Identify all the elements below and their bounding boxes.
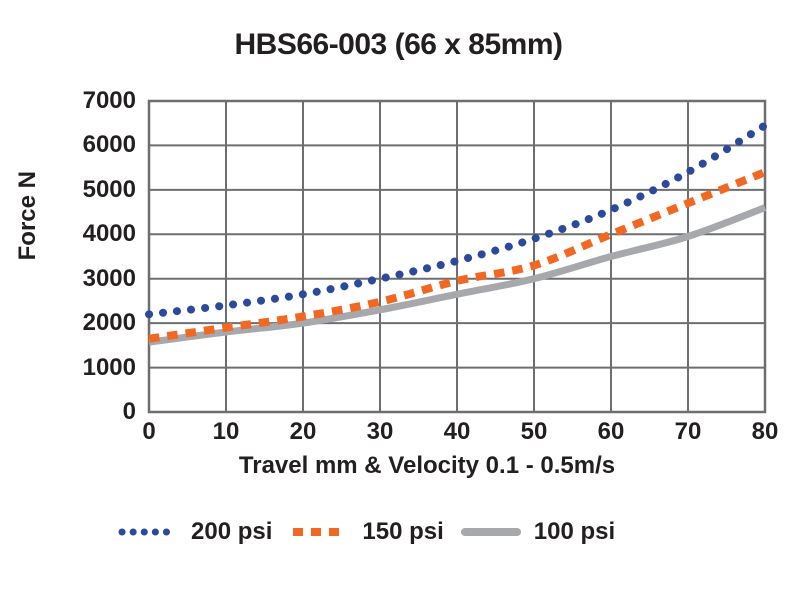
y-tick-label: 5000 [82,175,136,203]
legend-label-100-psi: 100 psi [533,518,616,545]
legend-item-150-psi: 150 psi [289,518,444,546]
x-tick-label: 80 [751,418,779,445]
series-line-150-psi [148,168,767,343]
y-tick-label: 0 [122,398,136,425]
y-tick-label: 6000 [82,131,136,159]
y-tick-label: 2000 [82,309,136,337]
x-tick-label: 30 [366,418,394,445]
solid-line-marker-icon [460,528,521,536]
x-axis-title: Travel mm & Velocity 0.1 - 0.5m/s [238,452,616,479]
legend-label-200-psi: 200 psi [191,518,273,545]
x-tick-label: 50 [520,418,548,445]
x-tick-label: 40 [443,418,471,445]
legend-item-200-psi: 200 psi [118,518,272,546]
x-tick-label: 10 [212,418,240,445]
y-tick-label: 4000 [82,220,136,248]
plot-border [147,99,767,414]
x-tick-label: 20 [289,418,317,445]
series-line-100-psi [148,204,767,346]
chart-title: HBS66-003 (66 x 85mm) [234,28,563,61]
x-tick-label: 60 [597,418,625,445]
legend-label-150-psi: 150 psi [362,518,444,545]
legend: 200 psi 150 psi 100 psi [118,518,678,546]
x-tick-label: 0 [142,418,156,445]
y-tick-label: 1000 [82,353,136,381]
dashed-line-marker-icon [293,528,346,536]
legend-item-100-psi: 100 psi [460,518,616,546]
y-tick-label: 7000 [82,87,136,114]
y-tick-label: 3000 [82,264,136,292]
x-tick-label: 70 [674,418,702,445]
dotted-line-marker-icon [118,528,178,536]
